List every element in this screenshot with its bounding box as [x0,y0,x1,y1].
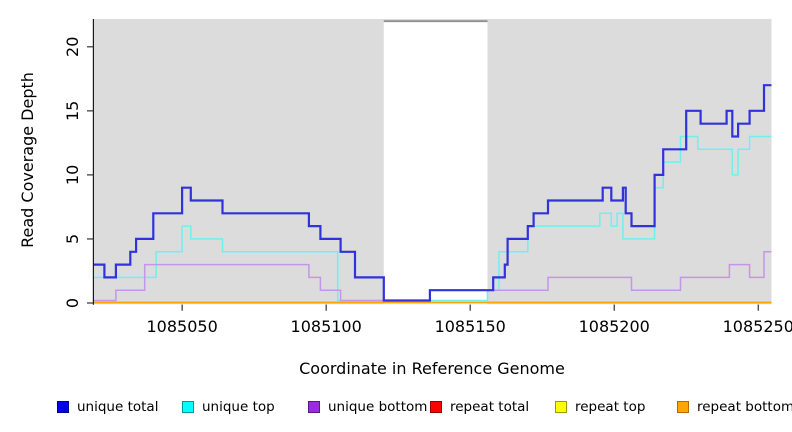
series-line-unique-total [94,84,772,302]
plot-background-layer [94,19,772,305]
legend-item-repeat-bottom: repeat bottom [677,397,792,417]
chart-legend: unique total unique top unique bottom repea… [0,397,792,421]
legend-label: unique top [202,399,275,415]
y-tick-label: 0 [63,298,82,308]
legend-swatch-icon [182,401,194,413]
x-axis-label: Coordinate in Reference Genome [299,359,565,378]
masked-region [383,20,488,305]
legend-swatch-icon [555,401,567,413]
legend-swatch-icon [308,401,320,413]
series-line-unique-top [94,135,772,302]
legend-item-unique-bottom: unique bottom [308,397,427,417]
y-tick-label: 10 [63,165,82,185]
y-tick-label: 15 [63,101,82,121]
legend-swatch-icon [430,401,442,413]
legend-item-unique-total: unique total [57,397,158,417]
legend-swatch-icon [57,401,69,413]
x-tick-label: 1085250 [723,317,792,336]
legend-item-repeat-total: repeat total [430,397,529,417]
x-tick-label: 1085200 [579,317,650,336]
y-axis-label: Read Coverage Depth [18,72,37,248]
legend-item-unique-top: unique top [182,397,275,417]
y-tick-label: 5 [63,234,82,244]
legend-label: unique bottom [328,399,428,415]
legend-label: repeat bottom [697,399,792,415]
axes-layer: 1085050 1085100 1085150 1085200 1085250 0 5 10 1… [63,19,792,336]
series-lines-layer [94,84,772,304]
y-tick-label: 20 [63,37,82,57]
legend-label: unique total [77,399,159,415]
x-tick-label: 1085150 [435,317,506,336]
legend-label: repeat top [575,399,646,415]
legend-item-repeat-top: repeat top [555,397,645,417]
legend-label: repeat total [450,399,530,415]
legend-swatch-icon [677,401,689,413]
x-tick-label: 1085050 [147,317,218,336]
x-tick-label: 1085100 [291,317,362,336]
